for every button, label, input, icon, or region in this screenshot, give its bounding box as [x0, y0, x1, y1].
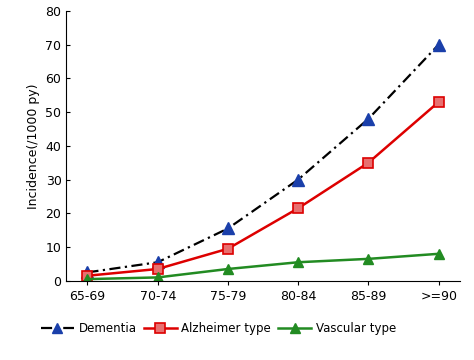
Y-axis label: Incidence(/1000 py): Incidence(/1000 py) [27, 83, 40, 208]
Legend: Dementia, Alzheimer type, Vascular type: Dementia, Alzheimer type, Vascular type [41, 322, 396, 335]
